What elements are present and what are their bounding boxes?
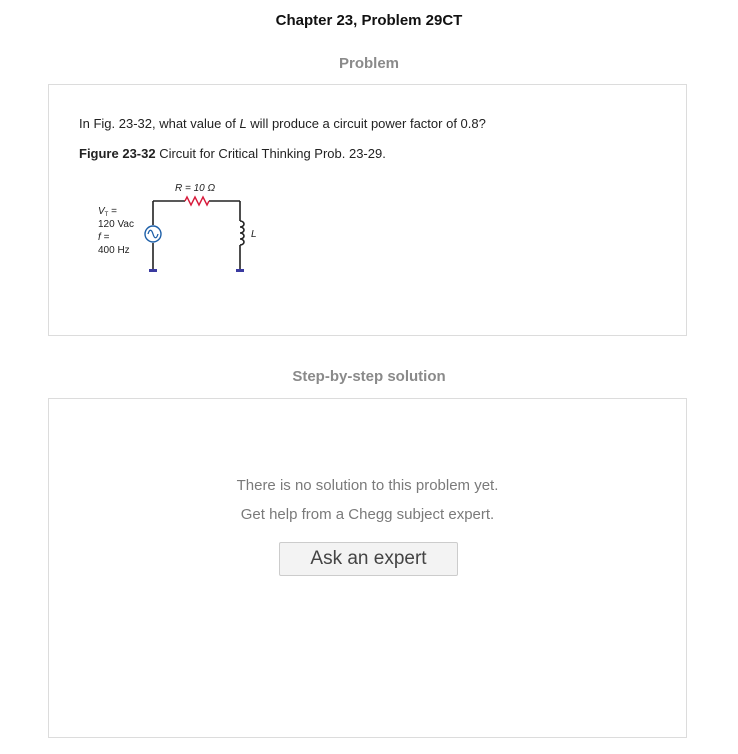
resistor-symbol <box>184 195 210 207</box>
figure-caption: Figure 23-32 Circuit for Critical Thinki… <box>79 146 386 161</box>
figure-description: Circuit for Critical Thinking Prob. 23-2… <box>155 146 386 161</box>
question-text-start: In Fig. 23-32, what value of <box>79 116 240 131</box>
no-solution-message: There is no solution to this problem yet… <box>236 477 499 494</box>
solution-heading: Step-by-step solution <box>292 368 446 385</box>
resistor-label: R = 10 Ω <box>175 183 216 194</box>
source-frequency-label: f = <box>98 232 110 243</box>
inductor-symbol <box>239 220 245 246</box>
source-voltage-label: VT = <box>98 206 117 218</box>
ask-expert-button[interactable]: Ask an expert <box>279 542 458 576</box>
expert-help-message: Get help from a Chegg subject expert. <box>240 506 495 523</box>
solution-panel: There is no solution to this problem yet… <box>48 398 687 738</box>
problem-panel: In Fig. 23-32, what value of L will prod… <box>48 84 687 336</box>
question-text-end: will produce a circuit power factor of 0… <box>246 116 486 131</box>
page-title: Chapter 23, Problem 29CT <box>275 12 463 29</box>
source-voltage-value: 120 Vac <box>98 219 134 230</box>
question-variable: L <box>239 116 247 131</box>
ground-left-icon <box>149 269 157 272</box>
inductor-label: L <box>251 229 257 240</box>
problem-question: In Fig. 23-32, what value of L will prod… <box>79 116 486 131</box>
source-frequency-value: 400 Hz <box>98 245 130 256</box>
ac-source-wave <box>147 229 159 239</box>
circuit-diagram: R = 10 Ω L VT = 120 Vac f = 400 Hz <box>98 183 257 272</box>
ground-right-icon <box>236 269 244 272</box>
figure-label: Figure 23-32 <box>79 146 156 161</box>
problem-heading: Problem <box>338 55 399 72</box>
